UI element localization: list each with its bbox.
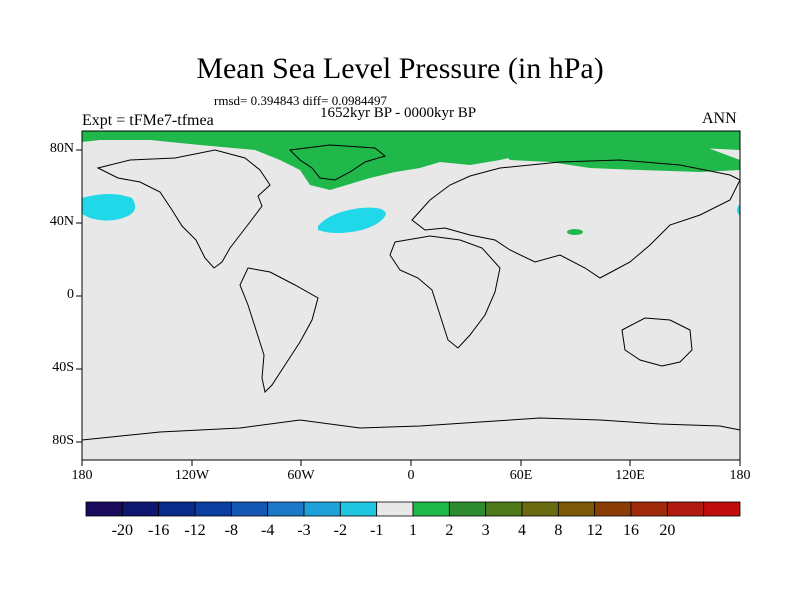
chart-title: Mean Sea Level Pressure (in hPa) [196, 52, 604, 85]
y-tick-40s: 40S [52, 360, 74, 375]
colorbar: -20 -16 -12 -8 -4 -3 -2 -1 1 2 3 4 8 12 16 20 [85, 501, 741, 539]
colorbar-swatch [158, 501, 196, 517]
season-label: ANN [702, 110, 737, 127]
x-tick-120e: 120E [615, 468, 645, 483]
colorbar-swatch [666, 501, 705, 517]
positive-anomaly-tibet [567, 229, 583, 235]
negative-anomaly-atlantic [318, 207, 386, 233]
coastline-greenland [288, 144, 387, 181]
colorbar-label: 4 [518, 522, 526, 539]
colorbar-label: -3 [297, 522, 310, 539]
colorbar-swatch [630, 501, 668, 517]
colorbar-swatch [339, 501, 378, 517]
colorbar-swatch [448, 501, 487, 517]
map-background [82, 131, 740, 460]
y-tick-80n: 80N [49, 141, 74, 156]
period-text: 1652kyr BP - 0000kyr BP [320, 105, 477, 121]
positive-anomaly-siberia [500, 140, 740, 172]
colorbar-label: -20 [112, 522, 133, 539]
colorbar-label: -2 [334, 522, 347, 539]
y-tick-80s: 80S [52, 433, 74, 448]
x-tick-180e: 180 [729, 468, 751, 483]
colorbar-label: 16 [623, 522, 639, 539]
colorbar-swatch [376, 501, 414, 517]
colorbar-label: 1 [409, 522, 417, 539]
coastlines [81, 144, 741, 441]
colorbar-label: 8 [554, 522, 562, 539]
coastline-north-america [96, 149, 271, 269]
colorbar-swatch [267, 501, 305, 517]
coastline-south-america [239, 267, 319, 394]
colorbar-label: -16 [148, 522, 169, 539]
colorbar-label: 3 [482, 522, 490, 539]
colorbar-label: -12 [184, 522, 205, 539]
x-tick-60e: 60E [509, 468, 533, 483]
x-tick-180w: 180 [71, 468, 93, 483]
colorbar-label: -8 [225, 522, 238, 539]
negative-anomaly-pacific-east [737, 204, 740, 216]
x-tick-120w: 120W [174, 468, 210, 483]
colorbar-swatch [303, 501, 341, 517]
colorbar-label: -4 [261, 522, 274, 539]
colorbar-swatch [485, 501, 523, 517]
y-tick-40n: 40N [49, 214, 74, 229]
colorbar-swatch [594, 501, 632, 517]
colorbar-label: 20 [659, 522, 675, 539]
coastline-australia [621, 317, 693, 367]
colorbar-swatch [230, 501, 269, 517]
colorbar-label: -1 [370, 522, 383, 539]
coastline-antarctica [81, 417, 741, 441]
x-tick-60w: 60W [287, 468, 315, 483]
colorbar-swatch [85, 501, 123, 517]
negative-anomaly-pacific [82, 194, 136, 221]
x-tick-0: 0 [407, 468, 415, 483]
colorbar-label: 12 [587, 522, 603, 539]
colorbar-label: 2 [445, 522, 453, 539]
colorbar-swatch [121, 501, 160, 517]
colorbar-swatch [703, 501, 741, 517]
axis-ticks [76, 149, 741, 466]
colorbar-swatch [194, 501, 232, 517]
coastline-eurasia [411, 159, 741, 279]
experiment-label: Expt = tFMe7-tfmea [82, 112, 214, 129]
colorbar-swatch [557, 501, 596, 517]
colorbar-swatch [412, 501, 450, 517]
y-tick-0: 0 [67, 287, 74, 302]
stats-text: rmsd= 0.394843 diff= 0.0984497 [214, 93, 387, 108]
colorbar-swatch [521, 501, 559, 517]
coastline-africa [389, 235, 501, 349]
